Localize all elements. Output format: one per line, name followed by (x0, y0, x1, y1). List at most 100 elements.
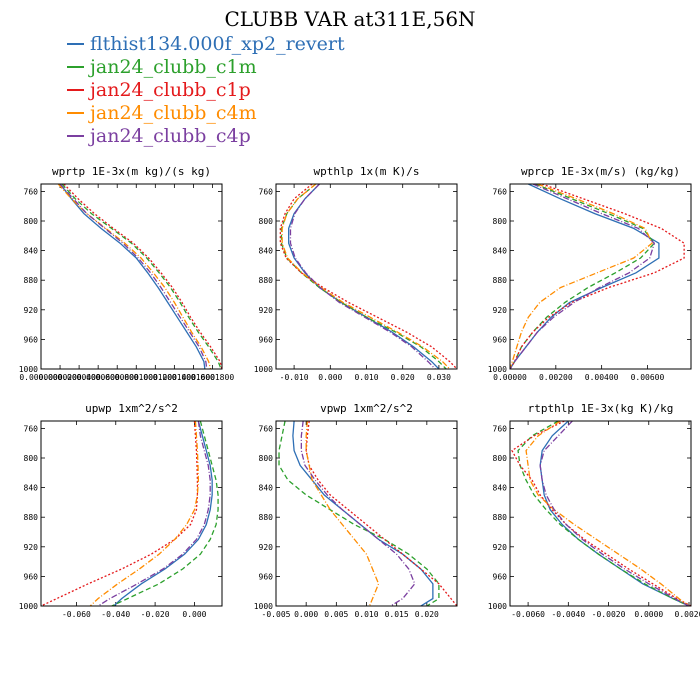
panel-1: wpthlp 1x(m K)/s 760 800 840 880 920 960 1000 -0… (254, 165, 458, 382)
panel-2: wprcp 1E-3x(m/s) (kg/kg) 760 800 840 880 920 9… (488, 165, 692, 382)
y-tick-label: 1000 (254, 365, 273, 374)
x-tick-label: 0.000 (182, 610, 206, 619)
x-tick-label: -0.020 (141, 610, 170, 619)
y-tick-label: 960 (259, 572, 274, 581)
series-line-3 (89, 421, 200, 606)
x-tick-label: 0.010 (354, 610, 378, 619)
x-tick-label: 0.00000 (493, 373, 527, 382)
y-tick-label: 800 (259, 454, 274, 463)
legend-item: jan24_clubb_c1p (88, 79, 251, 101)
x-tick-label: 0.0001600 (172, 373, 216, 382)
y-tick-label: 840 (493, 484, 508, 493)
series-line-4 (300, 421, 416, 606)
x-tick-label: 0.0001000 (115, 373, 159, 382)
y-tick-label: 760 (259, 424, 274, 433)
y-tick-label: 1000 (254, 602, 273, 611)
panel-title: wpthlp 1x(m K)/s (314, 165, 420, 178)
x-tick-label: 0.000 (318, 373, 342, 382)
x-tick-label: 0.0000800 (96, 373, 140, 382)
y-tick-label: 960 (259, 335, 274, 344)
series-line-3 (57, 184, 212, 369)
y-tick-label: 1000 (19, 365, 38, 374)
panel-4: vpwp 1xm^2/s^2 760 800 840 880 920 960 1000-0.0… (254, 402, 458, 619)
x-tick-label: 0.0000400 (57, 373, 101, 382)
series-line-0 (539, 421, 690, 606)
series-line-4 (59, 184, 208, 369)
x-tick-label: -0.0060 (511, 610, 545, 619)
series-line-4 (289, 184, 436, 369)
x-tick-label: -0.0020 (592, 610, 626, 619)
y-tick-label: 880 (493, 513, 508, 522)
x-tick-label: 0.020 (415, 610, 439, 619)
y-tick-label: 840 (259, 484, 274, 493)
series-line-3 (281, 184, 451, 369)
y-tick-label: 800 (24, 217, 39, 226)
x-tick-label: -0.010 (280, 373, 309, 382)
x-tick-label: 0.000 (294, 610, 318, 619)
legend: flthist134.000f_xp2_revertjan24_clubb_c1… (67, 33, 345, 147)
y-tick-label: 880 (259, 276, 274, 285)
series-line-1 (61, 184, 222, 369)
x-tick-label: 0.0000 (634, 610, 663, 619)
y-tick-label: 880 (259, 513, 274, 522)
panel-title: wprtp 1E-3x(m kg)/(s kg) (52, 165, 211, 178)
panel-title: vpwp 1xm^2/s^2 (320, 402, 413, 415)
y-tick-label: 960 (493, 572, 508, 581)
y-tick-label: 920 (24, 306, 39, 315)
x-tick-label: 0.030 (427, 373, 451, 382)
y-tick-label: 760 (24, 187, 39, 196)
y-tick-label: 880 (493, 276, 508, 285)
series-line-4 (539, 421, 690, 606)
y-tick-label: 920 (493, 543, 508, 552)
series-line-1 (510, 184, 656, 369)
y-tick-label: 960 (493, 335, 508, 344)
legend-item: jan24_clubb_c1m (88, 56, 257, 78)
y-tick-label: 760 (493, 424, 508, 433)
x-tick-label: 0.010 (354, 373, 378, 382)
panel-frame (40, 183, 223, 370)
x-tick-label: 0.015 (385, 610, 409, 619)
series-line-1 (111, 421, 219, 606)
y-tick-label: 800 (493, 217, 508, 226)
y-tick-label: 1000 (19, 602, 38, 611)
x-tick-label: 0.0000000 (19, 373, 63, 382)
panel-title: upwp 1xm^2/s^2 (85, 402, 178, 415)
y-tick-label: 880 (24, 513, 39, 522)
x-tick-label: 0.0020 (675, 610, 700, 619)
panel-0: wprtp 1E-3x(m kg)/(s kg) 760 800 840 880 920 9… (19, 165, 235, 382)
series-line-0 (113, 421, 213, 606)
x-tick-label: 0.00400 (585, 373, 619, 382)
y-tick-label: 840 (24, 247, 39, 256)
y-tick-label: 800 (493, 454, 508, 463)
panel-frame (509, 420, 692, 607)
y-tick-label: 840 (259, 247, 274, 256)
x-tick-label: -0.0040 (551, 610, 585, 619)
y-tick-label: 760 (493, 187, 508, 196)
legend-item: jan24_clubb_c4p (88, 125, 251, 147)
panel-title: wprcp 1E-3x(m/s) (kg/kg) (521, 165, 680, 178)
series-line-4 (510, 184, 656, 369)
x-tick-label: 0.00600 (631, 373, 665, 382)
y-tick-label: 960 (24, 572, 39, 581)
series-line-4 (97, 421, 211, 606)
y-tick-label: 760 (259, 187, 274, 196)
series-line-1 (278, 421, 440, 606)
legend-item: flthist134.000f_xp2_revert (90, 33, 345, 55)
y-tick-label: 840 (24, 484, 39, 493)
y-tick-label: 760 (24, 424, 39, 433)
x-tick-label: 0.00200 (539, 373, 573, 382)
panels: wprtp 1E-3x(m kg)/(s kg) 760 800 840 880 920 9… (19, 165, 700, 619)
y-tick-label: 920 (24, 543, 39, 552)
y-tick-label: 800 (259, 217, 274, 226)
panel-3: upwp 1xm^2/s^2 760 800 840 880 920 960 1000 -0.0… (19, 402, 223, 619)
y-tick-label: 920 (259, 543, 274, 552)
y-tick-label: 1000 (488, 602, 507, 611)
panel-title: rtpthlp 1E-3x(kg K)/kg (528, 402, 674, 415)
series-line-2 (305, 421, 457, 606)
x-tick-label: 0.0000600 (76, 373, 120, 382)
series-line-1 (517, 421, 690, 606)
series-line-0 (59, 184, 206, 369)
panel-5: rtpthlp 1E-3x(kg K)/kg 760 800 840 880 920 960… (488, 402, 700, 619)
